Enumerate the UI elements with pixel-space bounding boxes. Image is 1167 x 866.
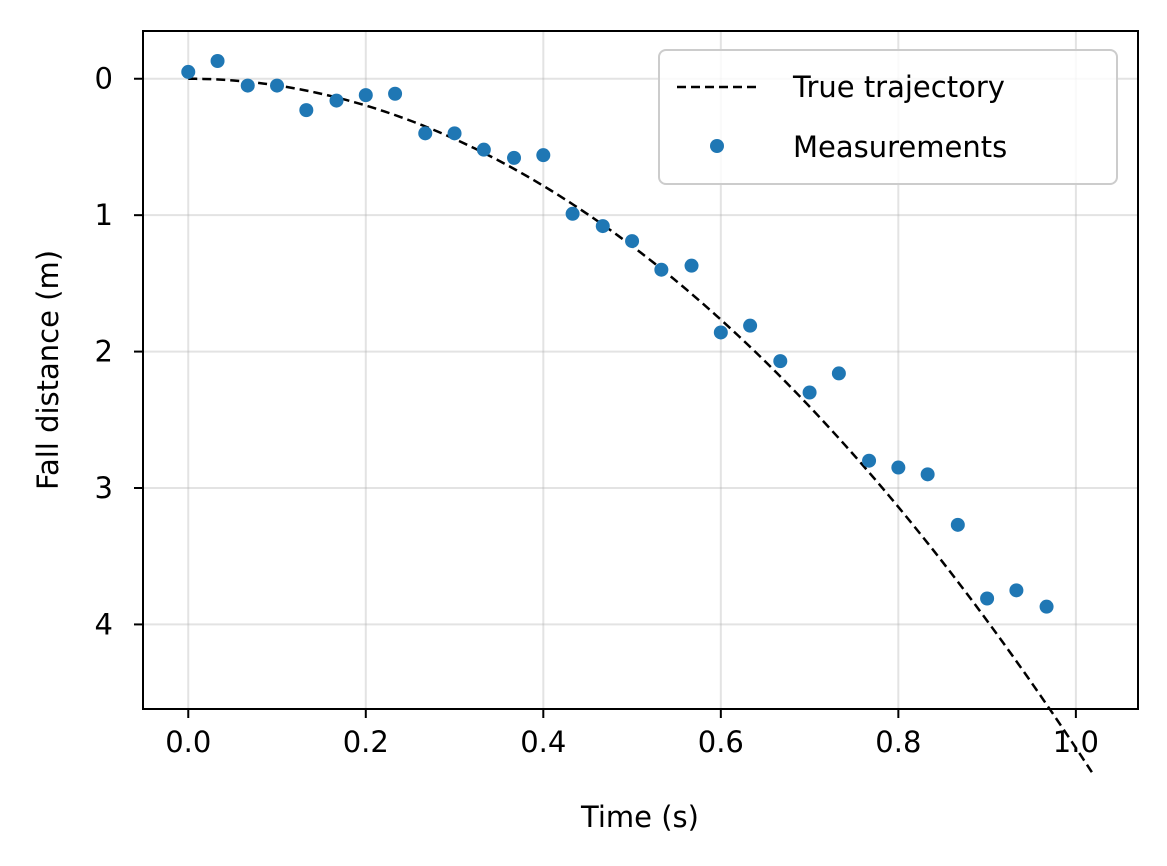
- measurement-point: [1009, 583, 1024, 598]
- measurement-point: [625, 234, 640, 249]
- measurement-point: [476, 142, 491, 157]
- measurement-point: [565, 206, 580, 221]
- measurement-point: [684, 258, 699, 273]
- measurement-point: [654, 262, 669, 277]
- measurement-point: [181, 64, 196, 79]
- measurement-point: [773, 354, 788, 369]
- legend-dot-marker: [710, 139, 724, 153]
- measurement-point: [743, 318, 758, 333]
- y-tick-label: 3: [95, 471, 113, 505]
- y-tick-label: 1: [95, 198, 113, 232]
- x-tick-label: 0.6: [698, 725, 744, 759]
- x-tick-label: 0.4: [520, 725, 566, 759]
- measurement-point: [862, 453, 877, 468]
- plot-data: [181, 54, 1095, 776]
- measurement-point: [920, 467, 935, 482]
- measurement-point: [418, 126, 433, 141]
- legend-label-true-trajectory: True trajectory: [792, 70, 1005, 104]
- measurement-point: [447, 126, 462, 141]
- measurement-point: [358, 88, 373, 103]
- measurement-point: [240, 78, 255, 93]
- x-tick-label: 1.0: [1053, 725, 1099, 759]
- legend-box: [658, 49, 1118, 185]
- y-tick-label: 4: [95, 607, 113, 641]
- x-axis-title: Time (s): [580, 800, 699, 834]
- measurement-point: [950, 517, 965, 532]
- measurement-point: [329, 93, 344, 108]
- measurement-point: [802, 385, 817, 400]
- measurement-point: [891, 460, 906, 475]
- y-tick-label: 2: [95, 335, 113, 369]
- measurement-point: [831, 366, 846, 381]
- y-axis-title: Fall distance (m): [31, 250, 65, 490]
- true-trajectory-line: [188, 77, 1095, 776]
- x-tick-label: 0.0: [165, 725, 211, 759]
- measurement-point: [210, 54, 225, 69]
- measurement-point: [270, 78, 285, 93]
- legend: True trajectory Measurements: [658, 49, 1118, 185]
- measurement-point: [388, 86, 403, 101]
- axis-ticks: 0.0 0.2 0.4 0.6 0.8 1.0 0 1 2 3 4: [95, 62, 1099, 759]
- measurement-point: [595, 219, 610, 234]
- legend-label-measurements: Measurements: [793, 130, 1007, 164]
- measurement-point: [299, 103, 314, 118]
- plot-frame: [142, 30, 1139, 710]
- measurement-point: [713, 325, 728, 340]
- x-tick-label: 0.2: [343, 725, 389, 759]
- measurement-point: [1039, 599, 1054, 614]
- measurement-point: [507, 150, 522, 165]
- measurement-point: [536, 148, 551, 163]
- x-tick-label: 0.8: [875, 725, 921, 759]
- y-tick-label: 0: [95, 62, 113, 96]
- measurement-point: [980, 591, 995, 606]
